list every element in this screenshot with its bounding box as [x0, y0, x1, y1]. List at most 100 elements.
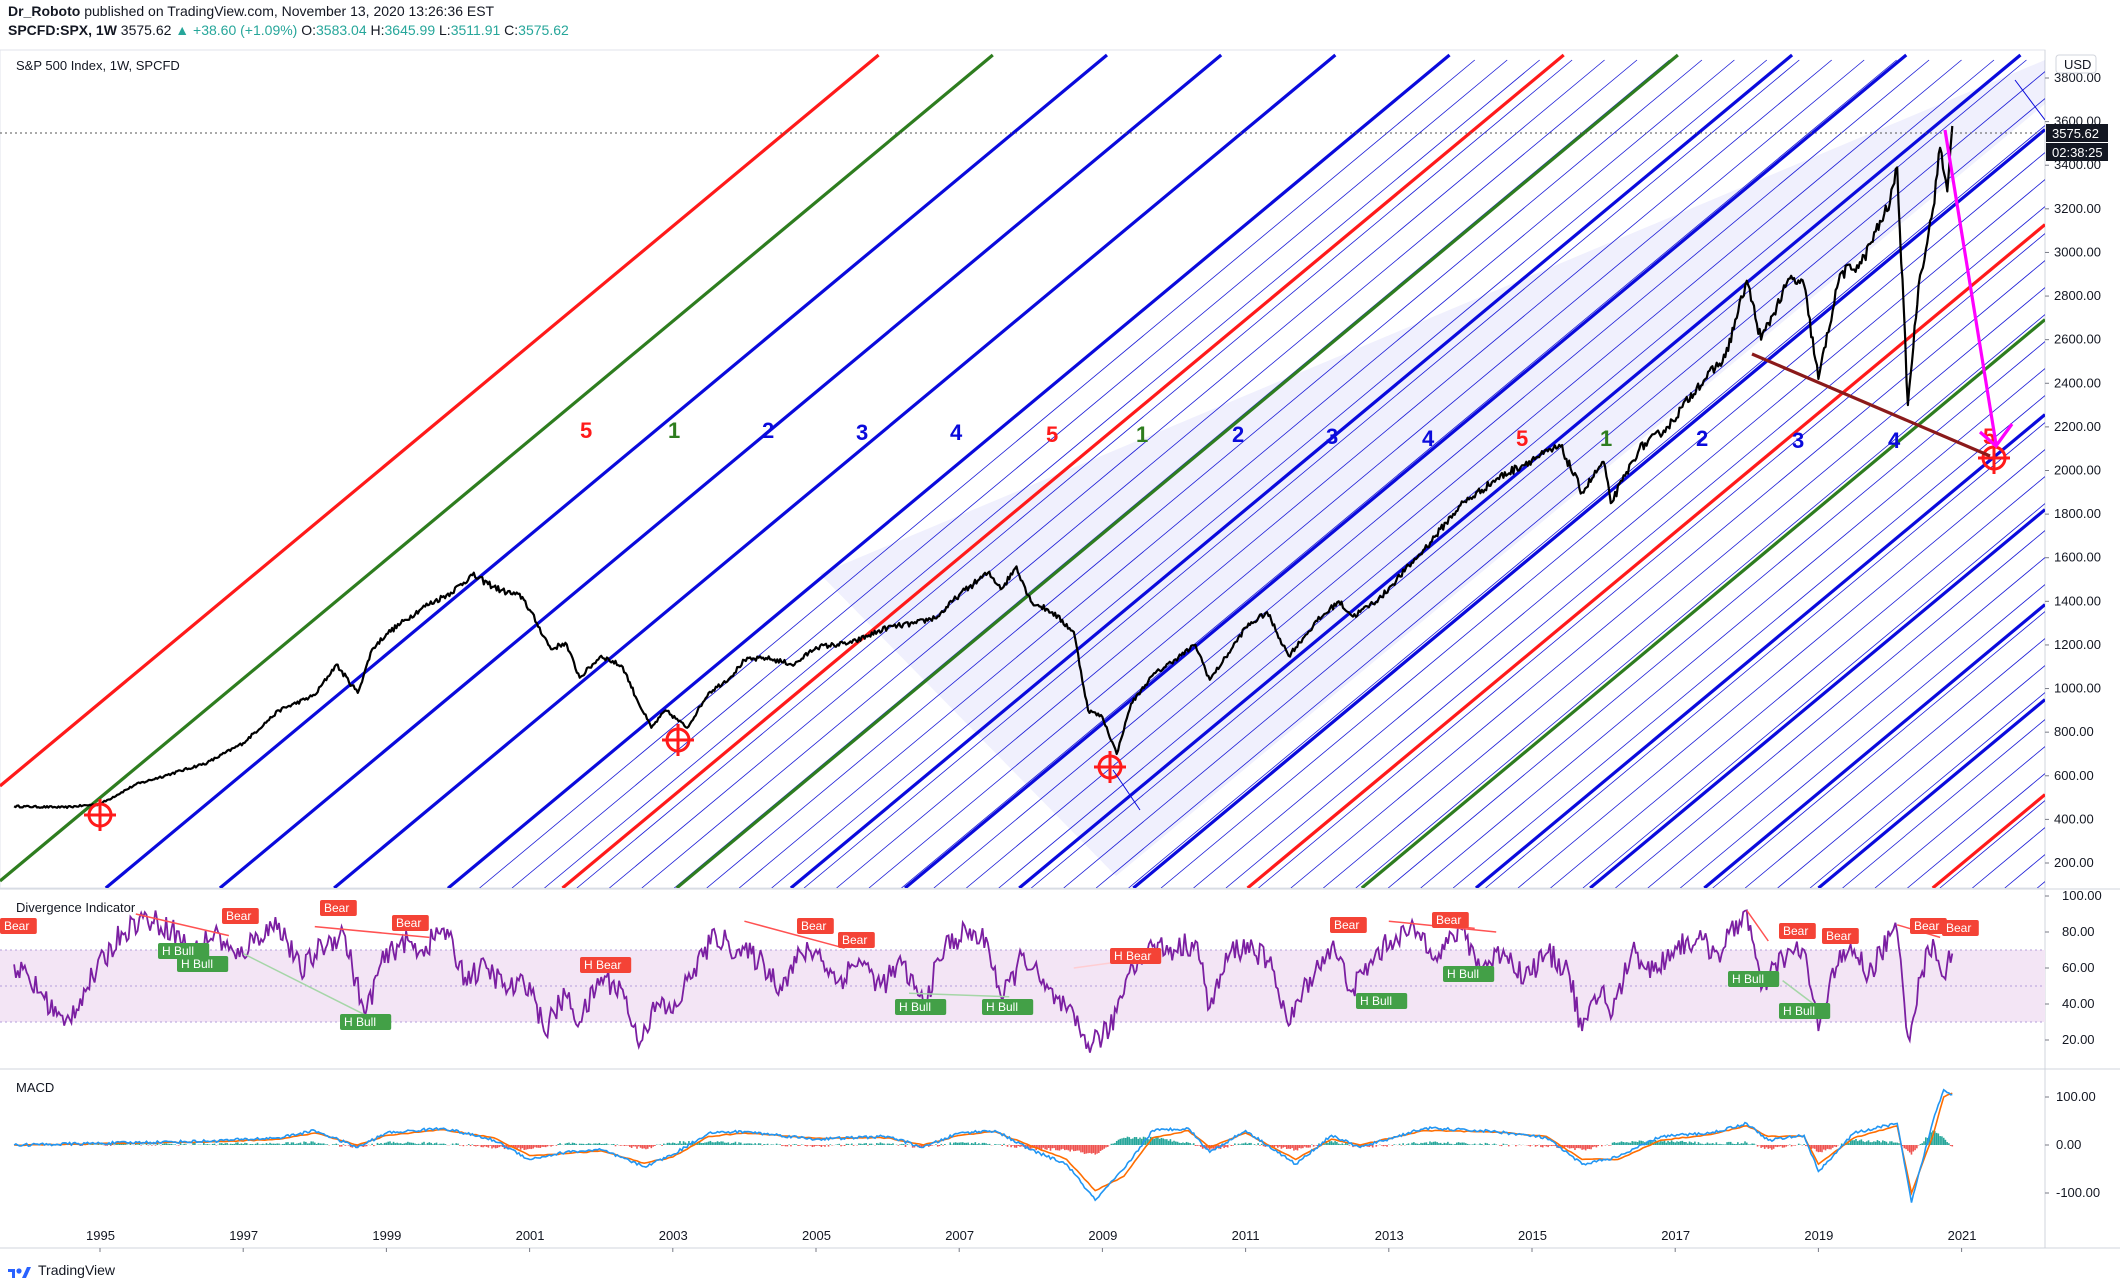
crosshair-target-icon[interactable]	[1978, 442, 2010, 474]
projection-arrow[interactable]	[1943, 129, 1998, 445]
price-tick-label: 600.00	[2054, 768, 2094, 783]
price-line	[13, 125, 1954, 810]
guide-line	[1112, 769, 1141, 811]
time-tick-label: 1999	[372, 1228, 401, 1243]
crosshair-target-icon[interactable]	[84, 799, 116, 831]
fan-line	[1907, 773, 2045, 888]
channel-line[interactable]	[1703, 603, 2045, 888]
fan-line	[706, 59, 1703, 888]
fan-line	[868, 59, 1865, 888]
divergence-line	[314, 925, 430, 939]
channel-line[interactable]	[1474, 413, 2045, 888]
rsi-tick-label: 20.00	[2062, 1032, 2095, 1047]
channel-line[interactable]	[675, 53, 1679, 888]
divergence-pane-title: Divergence Indicator	[16, 900, 136, 915]
divergence-flag-label: H Bull	[1360, 994, 1392, 1008]
channel-line[interactable]	[0, 53, 880, 788]
price-tick-label: 1600.00	[2054, 550, 2101, 565]
fan-line	[1355, 314, 2045, 888]
crosshair-target-icon[interactable]	[1094, 751, 1126, 783]
channel-line[interactable]	[104, 53, 1108, 888]
time-tick-label: 2015	[1518, 1228, 1547, 1243]
fan-line	[1485, 422, 2045, 888]
price-tick-label: 3200.00	[2054, 201, 2101, 216]
high-value: 3645.99	[384, 22, 436, 38]
channel-line[interactable]	[1132, 128, 2045, 888]
channel-line[interactable]	[1018, 53, 2022, 888]
symbol-label[interactable]: SPCFD:SPX, 1W	[8, 22, 117, 38]
bear-flag	[1910, 918, 1947, 934]
bear-flag	[0, 918, 37, 934]
main-pane-title: S&P 500 Index, 1W, SPCFD	[16, 58, 180, 73]
channel-line[interactable]	[789, 53, 1794, 888]
fan-line	[1842, 719, 2045, 888]
fan-line	[803, 59, 1800, 888]
wave-count-label: 2	[1232, 422, 1244, 447]
fan-line	[1744, 638, 2045, 888]
time-tick-label: 2019	[1804, 1228, 1833, 1243]
divergence-flag-label: H Bear	[584, 958, 621, 972]
wave-count-label: 4	[950, 420, 963, 445]
wave-count-label: 5	[580, 418, 592, 443]
footer-brand[interactable]: TradingView	[38, 1262, 116, 1278]
divergence-flag-label: Bear	[1334, 918, 1359, 932]
high-label: H:	[370, 22, 385, 38]
price-tick-label: 2200.00	[2054, 419, 2101, 434]
price-tick-label: 400.00	[2054, 811, 2094, 826]
divergence-flag-label: H Bull	[1783, 1004, 1815, 1018]
fan-line	[2037, 881, 2045, 888]
time-tick-label: 2017	[1661, 1228, 1690, 1243]
bear-flag	[1110, 948, 1162, 964]
channel-line[interactable]	[1931, 793, 2045, 888]
author-name[interactable]: Dr_Roboto	[8, 3, 81, 19]
projection-line[interactable]	[1751, 352, 1991, 458]
open-value: 3583.04	[316, 22, 367, 38]
axes: 1995 1997 1999 2001 2003 2005 2007 2009 2011 2013…	[86, 70, 2102, 1252]
price-change: +38.60 (+1.09%)	[193, 22, 298, 38]
bull-flag	[1779, 1003, 1831, 1019]
bull-flag	[895, 999, 947, 1015]
price-tick-label: 1000.00	[2054, 681, 2101, 696]
time-tick-label: 2021	[1948, 1228, 1977, 1243]
bear-flag	[222, 908, 259, 924]
price-tick-label: 1400.00	[2054, 593, 2101, 608]
price-tick-label: 200.00	[2054, 855, 2094, 870]
currency-badge[interactable]	[2055, 54, 2097, 74]
channel-line[interactable]	[1360, 318, 2045, 888]
channel-line[interactable]	[904, 53, 1908, 888]
macd-pane-title: MACD	[16, 1080, 54, 1095]
divergence-flag-label: Bear	[1436, 913, 1461, 927]
wave-count-label: 1	[668, 418, 680, 443]
channel-line[interactable]	[561, 53, 1565, 888]
bull-flag	[340, 1014, 392, 1030]
divergence-flag-label: Bear	[4, 919, 29, 933]
price-tag-text: 3575.62	[2052, 126, 2099, 141]
bear-flag	[1942, 920, 1979, 936]
price-tick-label: 1200.00	[2054, 637, 2101, 652]
bull-flag	[1728, 971, 1780, 987]
channel-line[interactable]	[218, 53, 1223, 888]
channel-line[interactable]	[333, 53, 1337, 888]
close-label: C:	[504, 22, 519, 38]
divergence-flag-label: H Bull	[1732, 972, 1764, 986]
channel-line[interactable]	[0, 53, 994, 883]
fan-line	[479, 59, 1476, 888]
price-tag	[2046, 124, 2108, 142]
channel-line[interactable]	[1246, 223, 2045, 888]
divergence-flag-label: H Bull	[986, 1000, 1018, 1014]
bear-flag	[838, 932, 875, 948]
divergence-flag-label: H Bull	[181, 957, 213, 971]
channel-line[interactable]	[1817, 698, 2045, 888]
wave-count-label: 5	[1046, 422, 1058, 447]
fan-line	[1647, 557, 2045, 888]
channel-line[interactable]	[1589, 508, 2045, 888]
change-up-icon: ▲	[175, 22, 190, 38]
fan-line	[1972, 827, 2045, 888]
channel-line[interactable]	[447, 53, 1451, 888]
crosshair-target-icon[interactable]	[662, 724, 694, 756]
wave-count-label: 3	[1792, 428, 1804, 453]
fan-line	[1030, 59, 2027, 888]
annotations-layer[interactable]	[84, 79, 2045, 831]
